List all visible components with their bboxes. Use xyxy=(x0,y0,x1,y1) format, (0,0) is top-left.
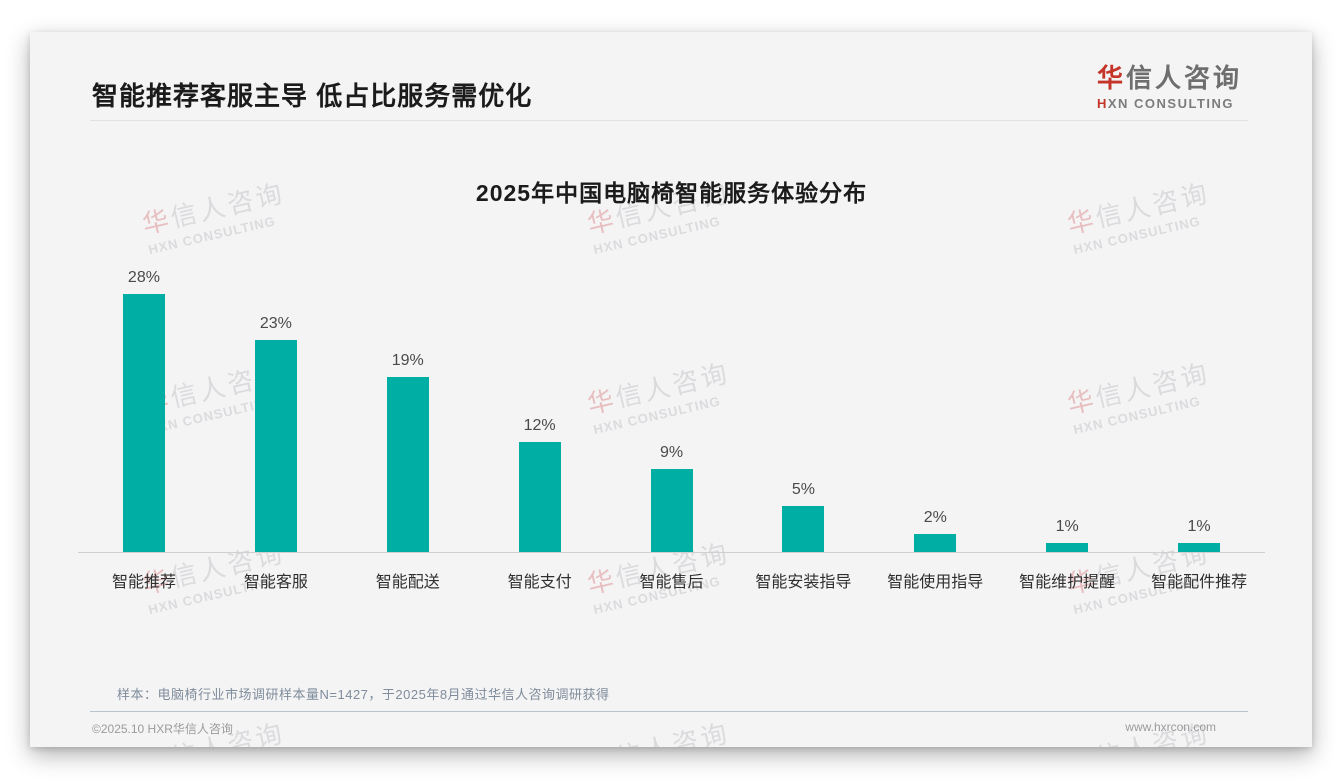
x-axis-label: 智能安装指导 xyxy=(755,574,852,591)
chart-title: 2025年中国电脑椅智能服务体验分布 xyxy=(475,180,868,206)
bar-column: 9% xyxy=(606,291,738,552)
bar-column: 5% xyxy=(737,291,869,552)
x-axis-label: 智能维护提醒 xyxy=(1019,574,1116,591)
bar-value-label: 9% xyxy=(659,444,684,461)
x-axis-label: 智能客服 xyxy=(243,574,308,591)
bar xyxy=(254,340,297,552)
bar-value-label: 5% xyxy=(791,481,815,498)
bar-column: 23% xyxy=(210,291,342,552)
bar xyxy=(386,377,429,552)
logo-chinese-text: 华信人咨询 xyxy=(1096,63,1242,93)
bar-column: 1% xyxy=(1001,291,1133,552)
bar-column: 1% xyxy=(1133,291,1265,552)
footer-website: www.hxrcon.com xyxy=(1125,720,1216,734)
bar xyxy=(1178,543,1221,552)
x-axis-labels: 智能推荐 智能客服 智能配送 智能支付 智能售后 智能安装指导 智能使用指导 智能维护提醒 智能… xyxy=(78,568,1265,592)
bar-value-label: 12% xyxy=(523,417,556,434)
bar-value-label: 1% xyxy=(1187,518,1211,535)
bar-value-label: 1% xyxy=(1055,518,1079,535)
plot-area: 28% 23% 19% 12% 9% 5% 2% 1% 1% xyxy=(78,269,1265,553)
bar-value-label: 2% xyxy=(923,509,947,526)
bar-column: 19% xyxy=(342,291,474,552)
bar xyxy=(1046,543,1089,552)
bar-value-label: 19% xyxy=(391,352,424,369)
bar-column: 12% xyxy=(474,291,606,552)
page-title: 智能推荐客服主导 低占比服务需优化 xyxy=(92,81,533,111)
bar-column: 2% xyxy=(869,291,1001,552)
bar xyxy=(914,534,957,552)
x-axis-label: 智能售后 xyxy=(639,574,704,591)
footer-copyright: ©2025.10 HXR华信人咨询 xyxy=(92,722,233,736)
x-axis-label: 智能推荐 xyxy=(111,574,176,591)
bar xyxy=(122,294,165,552)
x-axis-label: 智能支付 xyxy=(507,574,572,591)
bar xyxy=(650,469,693,552)
bar-value-label: 28% xyxy=(127,269,160,286)
bar xyxy=(518,442,561,552)
report-card: 华信人咨询 HXN CONSULTING 华信人咨询 HXN CONSULTING 华信… xyxy=(30,32,1312,747)
x-axis-label: 智能使用指导 xyxy=(887,574,984,591)
logo-english-text: HXN CONSULTING xyxy=(1096,96,1235,111)
x-axis-label: 智能配送 xyxy=(375,574,440,591)
bar-column: 28% xyxy=(78,269,210,552)
sample-footnote: 样本：电脑椅行业市场调研样本量N=1427，于2025年8月通过华信人咨询调研获… xyxy=(117,687,610,702)
header-divider xyxy=(90,120,1248,121)
bar-value-label: 23% xyxy=(259,315,292,332)
x-axis-label: 智能配件推荐 xyxy=(1151,574,1248,591)
bar xyxy=(782,506,825,552)
company-logo: 华信人咨询 HXN CONSULTING xyxy=(1097,58,1242,111)
footer-divider xyxy=(90,711,1248,712)
